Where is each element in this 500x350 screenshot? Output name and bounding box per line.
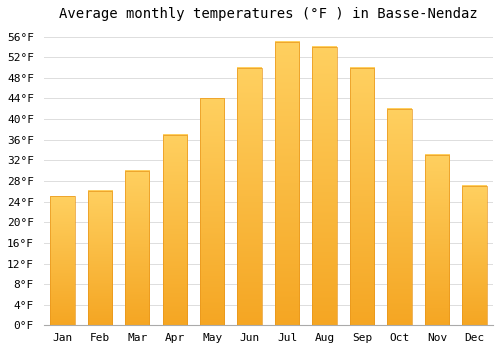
Bar	[200, 98, 224, 326]
Bar	[162, 135, 187, 326]
Bar	[312, 47, 336, 326]
Bar	[462, 186, 486, 326]
Bar	[275, 42, 299, 326]
Bar	[88, 191, 112, 326]
Bar	[388, 109, 411, 326]
Title: Average monthly temperatures (°F ) in Basse-Nendaz: Average monthly temperatures (°F ) in Ba…	[59, 7, 478, 21]
Bar	[50, 196, 74, 326]
Bar	[125, 171, 150, 326]
Bar	[238, 68, 262, 326]
Bar	[350, 68, 374, 326]
Bar	[424, 155, 449, 326]
